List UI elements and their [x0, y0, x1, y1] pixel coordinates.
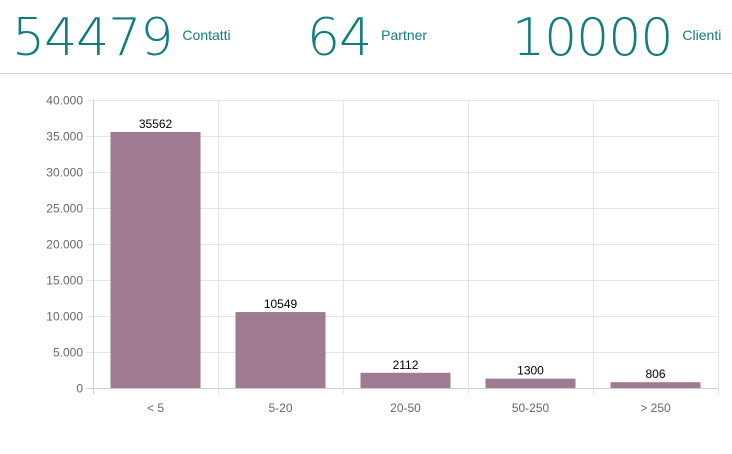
bar — [110, 131, 201, 388]
bar — [360, 372, 451, 388]
bar-data-label: 1300 — [517, 364, 544, 378]
kpi-partners: 64 Partner — [307, 6, 427, 70]
kpi-partners-value: 64 — [307, 8, 372, 68]
kpi-contacts: 54479 Contatti — [12, 6, 231, 70]
bar — [610, 382, 701, 388]
x-tick-label: 5-20 — [268, 401, 292, 415]
kpi-header: 54479 Contatti 64 Partner 10000 Clienti — [0, 0, 732, 74]
y-tick-label: 40.000 — [46, 94, 83, 108]
y-tick-label: 0 — [76, 382, 83, 396]
kpi-clients-value: 10000 — [512, 8, 673, 68]
y-tick-label: 15.000 — [46, 274, 83, 288]
y-tick-label: 5.000 — [53, 346, 83, 360]
bar-chart: 0 5.000 10.000 15.000 20.000 25.000 30.000 35.0… — [46, 94, 719, 415]
y-tick-label: 20.000 — [46, 238, 83, 252]
kpi-contacts-value: 54479 — [12, 8, 173, 68]
x-tick-label: 50-250 — [512, 401, 550, 415]
y-tick-label: 25.000 — [46, 202, 83, 216]
kpi-clients: 10000 Clienti — [512, 6, 721, 70]
kpi-clients-label: Clienti — [682, 27, 722, 43]
bar-data-label: 2112 — [393, 358, 419, 372]
bar — [235, 312, 326, 388]
y-tick-label: 10.000 — [46, 310, 83, 324]
x-tick-label: > 250 — [640, 401, 671, 415]
bar-data-label: 10549 — [264, 297, 298, 311]
x-tick-label: < 5 — [147, 401, 164, 415]
kpi-contacts-label: Contatti — [182, 27, 231, 43]
y-tick-label: 35.000 — [46, 130, 83, 144]
bar-data-label: 806 — [645, 367, 665, 381]
x-tick-label: 20-50 — [390, 401, 421, 415]
bar-data-label: 35562 — [139, 117, 173, 131]
kpi-partners-label: Partner — [381, 27, 428, 43]
y-tick-label: 30.000 — [46, 166, 83, 180]
bar — [485, 378, 576, 388]
